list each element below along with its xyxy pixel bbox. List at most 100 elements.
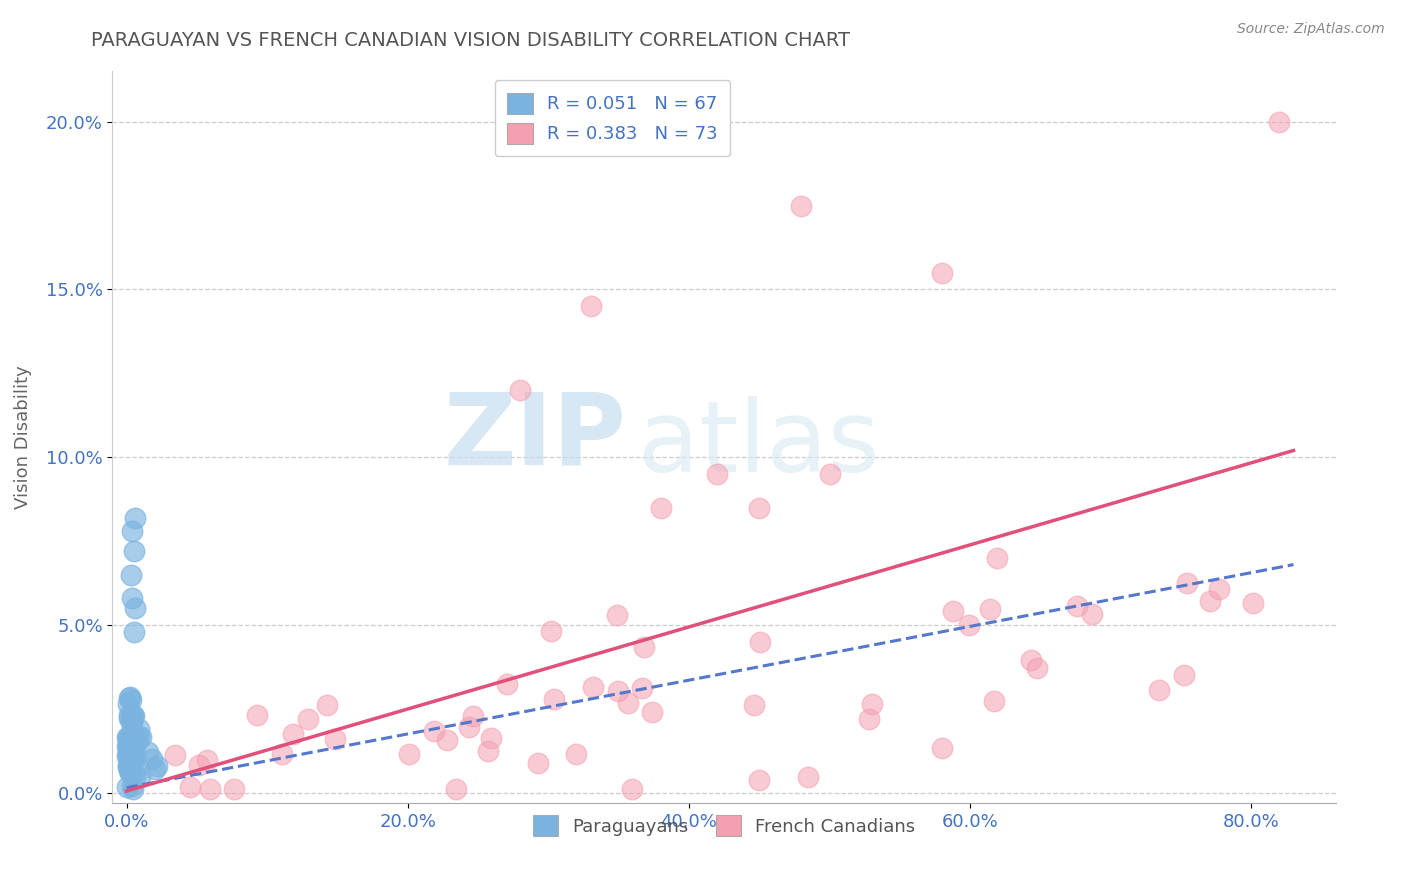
Point: [163, 747, 186, 762]
Point: [931, 741, 953, 756]
Point: [129, 730, 152, 744]
Point: [121, 750, 143, 764]
Point: [706, 467, 728, 481]
Point: [117, 758, 139, 772]
Point: [742, 698, 765, 713]
Point: [283, 727, 305, 741]
Point: [124, 739, 146, 753]
Point: [1173, 668, 1195, 682]
Point: [179, 780, 201, 794]
Point: [650, 500, 672, 515]
Point: [979, 602, 1001, 616]
Point: [1175, 576, 1198, 591]
Point: [120, 756, 142, 770]
Point: [128, 770, 150, 784]
Point: [630, 681, 652, 696]
Point: [461, 709, 484, 723]
Point: [1081, 607, 1104, 621]
Point: [957, 618, 980, 632]
Point: [117, 730, 139, 744]
Point: [120, 765, 142, 780]
Point: [222, 782, 245, 797]
Point: [120, 692, 142, 706]
Point: [1066, 599, 1088, 614]
Point: [118, 690, 141, 705]
Point: [246, 708, 269, 723]
Point: [121, 742, 143, 756]
Point: [120, 743, 142, 757]
Point: [122, 709, 145, 723]
Point: [942, 604, 965, 618]
Point: [128, 722, 150, 736]
Point: [120, 714, 142, 729]
Point: [121, 709, 143, 723]
Point: [118, 711, 141, 725]
Point: [121, 714, 143, 729]
Point: [117, 732, 139, 747]
Point: [124, 510, 146, 524]
Point: [117, 739, 139, 753]
Point: [509, 383, 531, 397]
Point: [983, 694, 1005, 708]
Point: [124, 601, 146, 615]
Point: [124, 752, 146, 766]
Point: [188, 758, 211, 772]
Point: [748, 772, 770, 787]
Point: [118, 753, 141, 767]
Point: [121, 779, 143, 793]
Point: [120, 690, 142, 704]
Point: [118, 707, 141, 722]
Point: [1025, 661, 1047, 675]
Point: [118, 739, 141, 754]
Point: [436, 733, 458, 747]
Point: [120, 764, 142, 778]
Point: [117, 749, 139, 764]
Point: [117, 745, 139, 759]
Point: [122, 731, 145, 746]
Point: [1268, 114, 1291, 128]
Point: [444, 782, 467, 797]
Point: [122, 544, 145, 558]
Point: [606, 607, 628, 622]
Point: [749, 635, 772, 649]
Text: atlas: atlas: [638, 396, 880, 493]
Point: [271, 747, 294, 761]
Point: [398, 747, 420, 761]
Point: [1241, 596, 1264, 610]
Point: [316, 698, 339, 713]
Point: [540, 624, 562, 639]
Point: [457, 720, 479, 734]
Point: [121, 711, 143, 725]
Point: [986, 550, 1008, 565]
Point: [121, 725, 143, 739]
Point: [297, 712, 319, 726]
Point: [633, 640, 655, 654]
Point: [1199, 594, 1222, 608]
Point: [423, 724, 446, 739]
Point: [115, 780, 138, 795]
Point: [122, 624, 145, 639]
Point: [121, 708, 143, 723]
Point: [790, 198, 813, 212]
Point: [641, 706, 664, 720]
Point: [797, 770, 820, 784]
Point: [117, 731, 139, 745]
Point: [136, 746, 159, 760]
Point: [606, 684, 628, 698]
Point: [198, 782, 221, 797]
Point: [118, 763, 141, 777]
Point: [527, 756, 550, 770]
Y-axis label: Vision Disability: Vision Disability: [14, 365, 32, 509]
Point: [122, 752, 145, 766]
Point: [117, 748, 139, 763]
Text: PARAGUAYAN VS FRENCH CANADIAN VISION DISABILITY CORRELATION CHART: PARAGUAYAN VS FRENCH CANADIAN VISION DIS…: [91, 31, 851, 50]
Point: [323, 732, 346, 747]
Point: [564, 747, 586, 762]
Text: Source: ZipAtlas.com: Source: ZipAtlas.com: [1237, 22, 1385, 37]
Point: [124, 764, 146, 779]
Legend: Paraguayans, French Canadians: Paraguayans, French Canadians: [520, 803, 928, 848]
Point: [496, 677, 519, 691]
Point: [1147, 682, 1170, 697]
Point: [121, 524, 143, 538]
Point: [543, 692, 565, 706]
